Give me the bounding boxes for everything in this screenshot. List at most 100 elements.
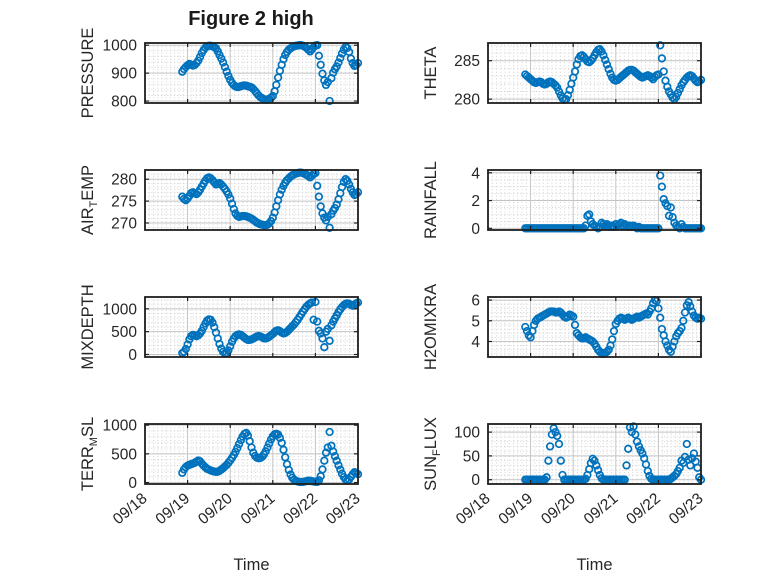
data-point-marker — [659, 67, 668, 76]
axes-box — [487, 296, 702, 358]
data-point-marker — [218, 58, 228, 67]
axes-box — [144, 169, 359, 231]
data-point-marker — [592, 461, 601, 470]
data-point-marker — [318, 69, 327, 78]
x-tick-label: 09/18 — [110, 490, 151, 528]
subplot-sun_flux: 0 50 100 SUNFLUX 09/18 09/19 09/20 09/21 09/22 09… — [422, 417, 707, 574]
data-point-marker — [263, 443, 272, 452]
data-point-marker — [330, 452, 340, 461]
data-point-marker — [542, 473, 551, 482]
tick-marks — [144, 424, 359, 484]
x-tick-label: 09/21 — [581, 490, 622, 528]
data-point-marker — [313, 477, 322, 487]
data-point-marker — [529, 320, 539, 330]
data-point-marker — [666, 347, 675, 356]
data-point-marker — [654, 224, 663, 233]
y-tick-label: 1000 — [103, 418, 138, 435]
data-point-marker — [544, 456, 553, 465]
data-point-marker — [325, 96, 334, 106]
data-point-marker — [279, 55, 288, 64]
data-point-marker — [677, 323, 686, 333]
data-point-marker — [622, 461, 631, 470]
data-point-marker — [666, 203, 675, 212]
data-point-marker — [631, 430, 640, 439]
x-axis-label: Time — [576, 556, 612, 574]
y-tick-label: 6 — [471, 293, 480, 310]
minor-grid — [488, 43, 701, 103]
y-tick-label: 100 — [454, 425, 480, 442]
x-tick-label: 09/22 — [280, 490, 321, 528]
data-point-marker — [679, 316, 688, 325]
tick-marks — [487, 424, 702, 484]
data-point-marker — [229, 204, 238, 214]
y-tick-label: 285 — [454, 53, 480, 70]
axes-box — [487, 42, 702, 104]
data-points — [178, 297, 363, 358]
x-tick-label: 09/18 — [453, 490, 494, 528]
data-point-marker — [682, 439, 691, 449]
data-point-marker — [691, 76, 700, 85]
x-tick-label: 09/19 — [153, 490, 194, 528]
data-point-marker — [320, 343, 329, 352]
y-tick-label: 2 — [471, 193, 480, 210]
data-point-marker — [344, 180, 354, 189]
data-point-marker — [588, 454, 597, 463]
y-tick-label: 1000 — [103, 301, 138, 318]
data-point-marker — [689, 449, 699, 458]
data-point-marker — [684, 298, 693, 307]
data-points — [521, 41, 706, 105]
data-point-marker — [693, 463, 702, 472]
y-axis-label: TERRMSL — [79, 417, 100, 491]
data-point-marker — [222, 67, 231, 76]
y-tick-label: 275 — [111, 194, 137, 211]
data-point-marker — [316, 60, 325, 69]
y-tick-label: 270 — [111, 215, 137, 232]
data-point-marker — [313, 317, 322, 326]
data-point-marker — [352, 189, 361, 199]
data-point-marker — [663, 82, 672, 91]
data-point-marker — [569, 312, 578, 321]
data-point-marker — [521, 322, 530, 332]
x-tick-label: 09/20 — [538, 490, 579, 528]
tick-marks — [487, 170, 702, 230]
tick-marks — [144, 170, 359, 230]
data-point-marker — [590, 456, 599, 465]
data-point-marker — [663, 341, 672, 350]
minor-grid — [145, 297, 358, 357]
data-point-marker — [659, 195, 668, 204]
tick-marks — [144, 297, 359, 357]
data-point-marker — [279, 445, 288, 454]
y-axis-label: MIXDEPTH — [79, 284, 97, 369]
data-point-marker — [275, 433, 285, 442]
data-point-marker — [352, 60, 361, 70]
minor-grid — [488, 424, 701, 484]
y-tick-label: 0 — [128, 347, 137, 364]
data-point-marker — [545, 442, 555, 451]
data-point-marker — [336, 465, 345, 474]
x-tick-label: 09/23 — [323, 490, 364, 528]
y-tick-label: 5 — [471, 313, 480, 330]
y-axis-label: RAINFALL — [422, 161, 440, 239]
data-point-marker — [334, 461, 343, 470]
data-point-marker — [554, 439, 564, 449]
y-tick-label: 500 — [111, 324, 137, 341]
y-tick-label: 0 — [471, 221, 480, 238]
subplot-air_temp: 270 275 280 AIRTEMP — [79, 165, 363, 235]
data-point-marker — [313, 181, 322, 190]
data-point-marker — [337, 49, 347, 58]
data-point-marker — [654, 304, 663, 313]
data-point-marker — [320, 456, 329, 465]
data-point-marker — [657, 54, 667, 63]
data-point-marker — [687, 307, 697, 316]
data-point-marker — [343, 43, 352, 53]
subplot-pressure: 800 900 1000 PRESSURE — [79, 28, 363, 118]
data-point-marker — [602, 347, 612, 356]
data-point-marker — [661, 337, 670, 346]
data-point-marker — [553, 83, 562, 92]
x-tick-label: 09/22 — [623, 490, 664, 528]
data-point-marker — [604, 65, 613, 74]
data-point-marker — [265, 439, 274, 448]
